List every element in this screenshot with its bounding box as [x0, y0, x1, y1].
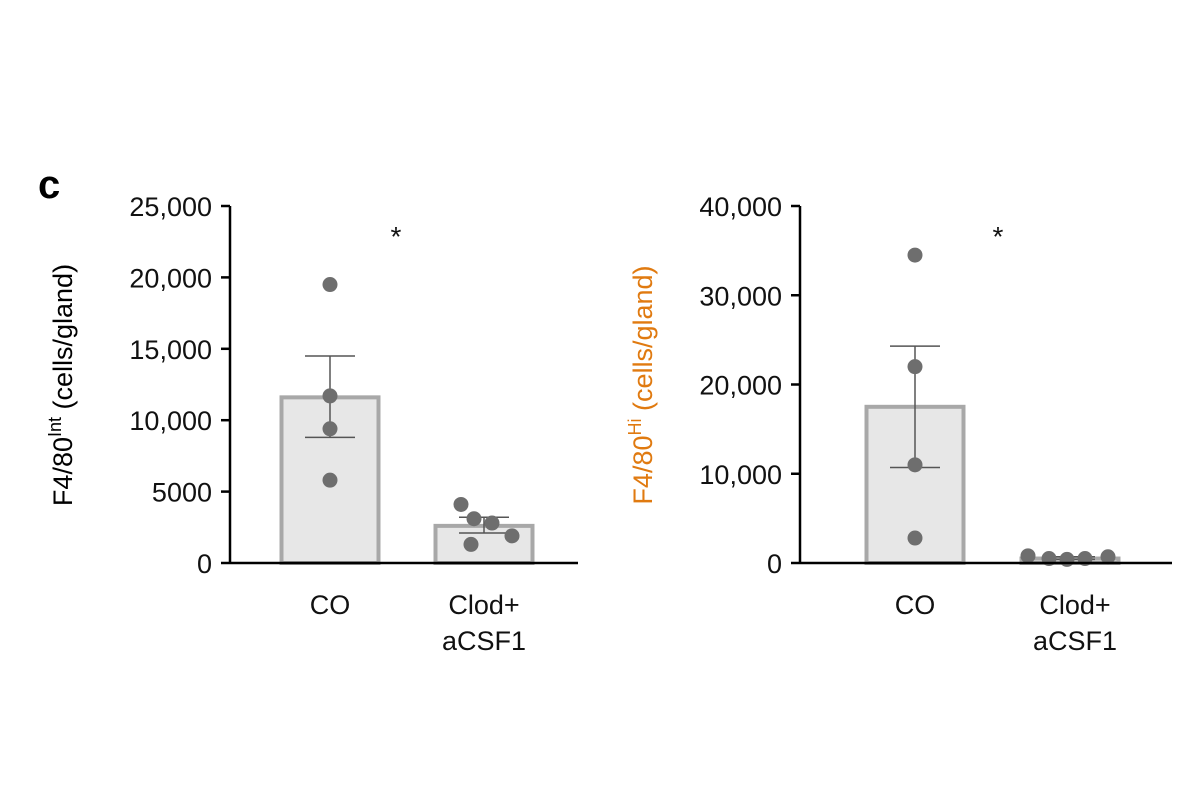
data-point-0-2 [322, 421, 338, 437]
y-tick-label-2: 10,000 [129, 406, 212, 436]
y-tick-label-3: 15,000 [129, 335, 212, 365]
data-point-1-4 [463, 536, 479, 552]
y-axis-label-main: F4/80 [48, 437, 78, 506]
y-tick-label-3: 30,000 [699, 281, 782, 311]
panel-letter: c [38, 163, 60, 207]
data-point-0-3 [907, 530, 923, 546]
data-point-0-0 [907, 247, 923, 263]
y-axis-label: F4/80Hi (cells/gland) [625, 265, 658, 504]
data-point-1-2 [1059, 551, 1075, 567]
y-tick-label-1: 5000 [152, 478, 212, 508]
y-tick-label-4: 20,000 [129, 263, 212, 293]
data-point-1-1 [466, 511, 482, 527]
data-point-1-0 [453, 496, 469, 512]
y-axis-label-superscript: Int [45, 417, 65, 437]
data-point-0-1 [322, 388, 338, 404]
y-axis-label-unit: (cells/gland) [48, 264, 78, 417]
y-tick-label-4: 40,000 [699, 192, 782, 222]
significance-marker: * [391, 221, 402, 252]
y-tick-label-0: 0 [767, 549, 782, 579]
data-point-0-1 [907, 359, 923, 375]
category-label-1-1: aCSF1 [442, 626, 526, 656]
significance-marker: * [993, 221, 1004, 252]
y-tick-label-1: 10,000 [699, 460, 782, 490]
data-point-1-4 [1100, 549, 1116, 565]
category-label-1-0: Clod+ [1039, 590, 1110, 620]
category-label-1-0: Clod+ [448, 590, 519, 620]
y-axis-label: F4/80Int (cells/gland) [45, 264, 78, 506]
data-point-1-3 [504, 528, 520, 544]
category-label-1-1: aCSF1 [1033, 626, 1117, 656]
data-point-1-0 [1020, 548, 1036, 564]
chart-right-f4-80-hi: 0 10,000 20,000 30,000 40,000 CO Clod+ aCSF1 * F4… [625, 192, 1172, 656]
y-tick-label-5: 25,000 [129, 192, 212, 222]
category-label-0-0: CO [895, 590, 936, 620]
y-axis-label-superscript: Hi [625, 419, 645, 436]
y-tick-label-0: 0 [197, 549, 212, 579]
data-point-0-0 [322, 277, 338, 293]
category-label-0-0: CO [310, 590, 351, 620]
y-axis-label-main: F4/80 [628, 436, 658, 505]
data-point-1-2 [484, 515, 500, 531]
y-axis-label-unit: (cells/gland) [628, 265, 658, 418]
data-point-0-2 [907, 457, 923, 473]
data-point-0-3 [322, 472, 338, 488]
chart-left-f4-80-int: 0 5000 10,000 15,000 20,000 25,000 CO Clod+ aCSF… [45, 192, 578, 656]
y-tick-label-2: 20,000 [699, 371, 782, 401]
